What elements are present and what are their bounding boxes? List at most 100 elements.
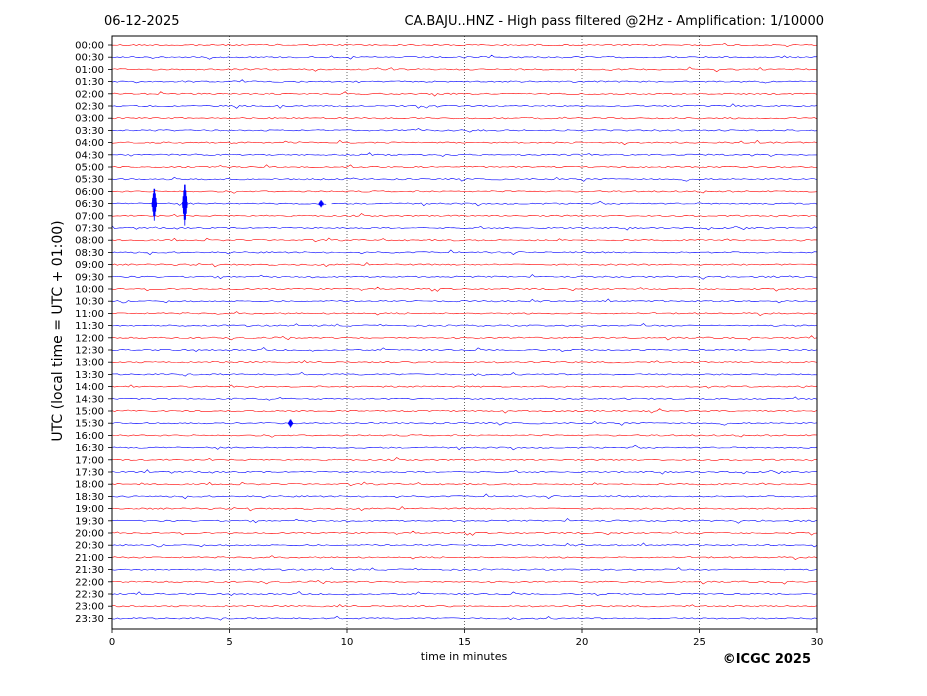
y-tick-label: 07:30 — [75, 224, 104, 235]
trace-line — [111, 128, 818, 133]
trace-line — [111, 384, 818, 389]
trace-line — [111, 152, 818, 157]
y-tick-label: 21:30 — [75, 565, 104, 576]
y-tick-label: 19:30 — [75, 516, 104, 527]
y-tick-label: 06:30 — [75, 199, 104, 210]
y-tick-label: 09:30 — [75, 272, 104, 283]
trace-line — [111, 506, 818, 512]
trace-line — [111, 518, 818, 524]
x-tick-label: 10 — [341, 637, 354, 648]
trace-line — [111, 274, 818, 280]
trace-line — [111, 615, 818, 621]
trace-line — [111, 79, 818, 84]
y-tick-label: 13:00 — [75, 358, 104, 369]
trace-line — [111, 225, 818, 231]
trace-line — [111, 249, 818, 256]
event-spike — [182, 184, 188, 226]
y-tick-label: 07:00 — [75, 211, 104, 222]
y-tick-label: 01:30 — [75, 77, 104, 88]
y-tick-label: 02:30 — [75, 102, 104, 113]
trace-line — [111, 457, 818, 462]
trace-line — [111, 139, 818, 146]
trace-line — [111, 323, 818, 328]
x-tick-label: 0 — [109, 637, 115, 648]
trace-line — [111, 580, 818, 585]
y-tick-label: 18:00 — [75, 480, 104, 491]
y-tick-label: 11:30 — [75, 321, 104, 332]
trace-line — [111, 335, 818, 341]
vertical-gridlines — [229, 36, 700, 629]
y-axis-label: UTC (local time = UTC + 01:00) — [50, 220, 66, 441]
y-tick-label: 18:30 — [75, 492, 104, 503]
trace-line — [111, 54, 818, 60]
trace-line — [111, 420, 818, 426]
y-tick-label: 03:30 — [75, 126, 104, 137]
y-tick-label: 19:00 — [75, 504, 104, 515]
y-tick-label: 00:00 — [75, 41, 104, 52]
y-tick-label: 06:00 — [75, 187, 104, 198]
y-tick-label: 16:00 — [75, 431, 104, 442]
trace-line — [111, 408, 818, 414]
trace-line — [111, 434, 818, 438]
trace-line — [111, 190, 818, 194]
trace-line — [111, 176, 818, 182]
x-tick-label: 5 — [226, 637, 232, 648]
y-tick-label: 14:30 — [75, 394, 104, 405]
y-tick-label: 14:00 — [75, 382, 104, 393]
trace-line — [111, 91, 818, 97]
date-label: 06-12-2025 — [104, 14, 180, 29]
y-tick-label: 22:00 — [75, 577, 104, 588]
y-tick-label: 00:30 — [75, 53, 104, 64]
y-tick-label: 12:00 — [75, 333, 104, 344]
y-tick-label: 21:00 — [75, 553, 104, 564]
y-tick-label: 09:00 — [75, 260, 104, 271]
y-tick-label: 17:00 — [75, 455, 104, 466]
y-tick-label: 20:30 — [75, 541, 104, 552]
y-tick-label: 17:30 — [75, 468, 104, 479]
seismic-traces — [111, 43, 818, 621]
trace-line — [111, 604, 818, 608]
event-spike — [287, 419, 294, 428]
trace-line — [111, 347, 818, 352]
trace-line — [111, 542, 818, 548]
event-spike — [151, 188, 158, 221]
copyright-label: ©ICGC 2025 — [723, 652, 811, 667]
trace-line — [111, 591, 818, 596]
x-tick-label: 30 — [811, 637, 824, 648]
trace-line — [111, 481, 818, 487]
trace-line — [111, 371, 818, 377]
trace-line — [111, 43, 818, 48]
trace-line — [111, 530, 818, 536]
y-tick-label: 12:30 — [75, 346, 104, 357]
trace-line — [111, 237, 818, 243]
y-tick-label: 04:30 — [75, 150, 104, 161]
trace-line — [111, 469, 818, 475]
trace-line — [111, 164, 818, 169]
y-tick-label: 05:30 — [75, 175, 104, 186]
y-tick-label: 04:00 — [75, 138, 104, 149]
trace-line — [111, 66, 818, 73]
trace-line — [111, 286, 818, 292]
y-tick-label: 22:30 — [75, 590, 104, 601]
y-tick-label: 01:00 — [75, 65, 104, 76]
trace-line — [111, 298, 818, 304]
event-spike — [318, 200, 324, 208]
trace-line — [111, 567, 818, 572]
x-tick-label: 15 — [458, 637, 471, 648]
y-tick-label: 02:00 — [75, 89, 104, 100]
trace-line — [111, 444, 818, 451]
chart-title: CA.BAJU..HNZ - High pass filtered @2Hz -… — [405, 14, 825, 29]
x-tick-label: 20 — [576, 637, 589, 648]
trace-line — [111, 200, 818, 207]
y-tick-label: 15:00 — [75, 407, 104, 418]
y-tick-label: 11:00 — [75, 309, 104, 320]
y-tick-label: 20:00 — [75, 529, 104, 540]
y-tick-label: 10:00 — [75, 285, 104, 296]
seismic-events — [151, 184, 324, 428]
y-tick-label: 23:00 — [75, 602, 104, 613]
y-tick-label: 03:00 — [75, 114, 104, 125]
trace-line — [111, 262, 818, 268]
trace-line — [111, 103, 818, 109]
